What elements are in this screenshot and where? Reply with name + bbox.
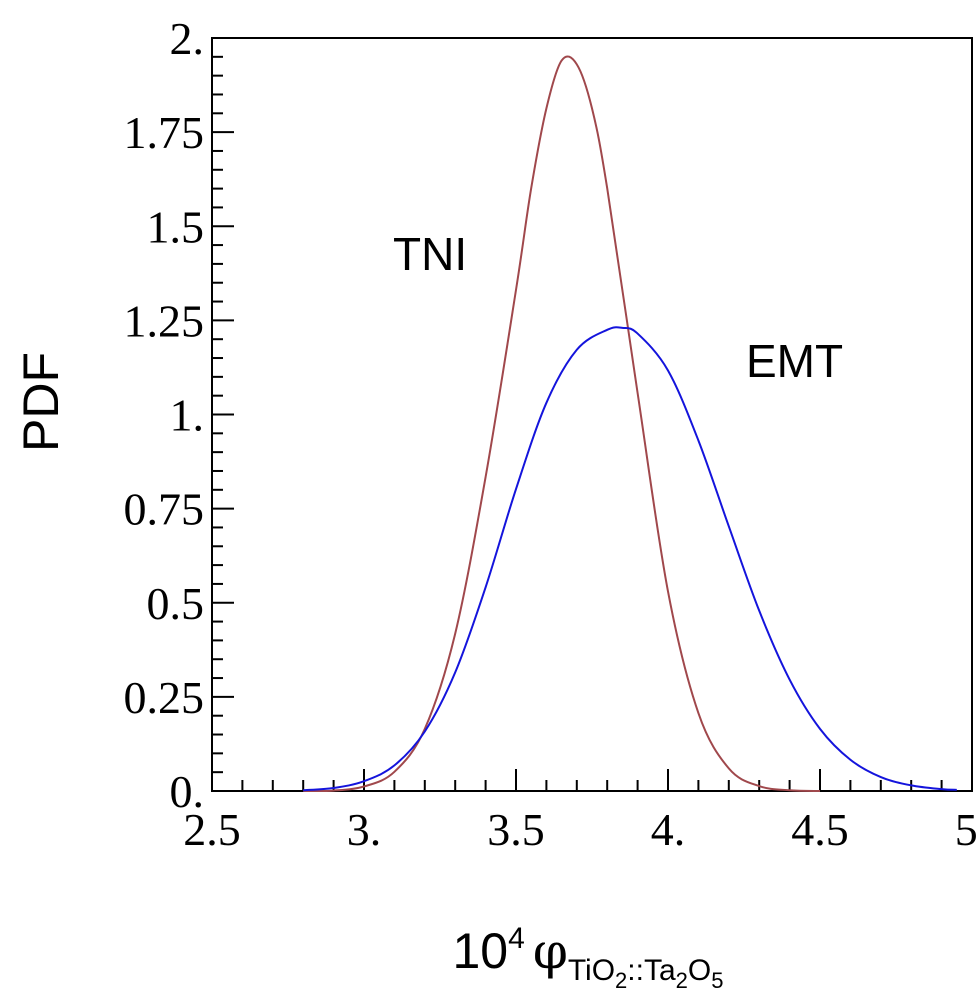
axis-ticks: 2.5 3. 3.5 4. 4.5 5. 0. 0.25 0.5 0.75 1. 1.25 1.5 1.7… <box>124 13 979 855</box>
x-tick-label: 4. <box>651 804 686 855</box>
x-tick-label: 3. <box>347 804 382 855</box>
x-tick-label: 5. <box>955 804 979 855</box>
x-axis-title: 104 φTiO2::Ta2O5 <box>453 922 724 993</box>
x-tick-label: 2.5 <box>183 804 241 855</box>
x-axis-title-symbol: φ <box>533 922 568 980</box>
x-axis-title-sub-0: TiO <box>568 954 615 987</box>
y-tick-label: 0.5 <box>147 578 205 629</box>
x-axis-title-prefix: 10 <box>453 923 509 979</box>
y-tick-label: 1.25 <box>124 295 205 346</box>
x-tick-label: 4.5 <box>791 804 849 855</box>
x-tick-label: 3.5 <box>487 804 545 855</box>
annotation-tni: TNI <box>393 228 467 280</box>
x-axis-title-exponent: 4 <box>508 922 525 955</box>
y-tick-label: 0.75 <box>124 484 205 535</box>
annotation-emt: EMT <box>746 335 843 387</box>
y-tick-label: 1.5 <box>147 201 205 252</box>
y-tick-label: 2. <box>170 13 205 64</box>
x-axis-title-sub-3: 2 <box>676 968 688 993</box>
plot-area <box>211 37 973 792</box>
y-tick-label: 1.75 <box>124 107 205 158</box>
x-axis-title-sub-5: 5 <box>711 968 723 993</box>
y-tick-label: 0.25 <box>124 672 205 723</box>
x-axis-title-sub-4: O <box>688 954 711 987</box>
series-lines <box>303 55 957 793</box>
y-tick-label: 0. <box>170 766 205 817</box>
x-axis-title-sub-2: ::Ta <box>627 954 676 987</box>
y-axis-title: PDF <box>13 352 69 452</box>
series-line-emt <box>303 326 957 792</box>
y-tick-label: 1. <box>170 390 205 441</box>
series-line-tni <box>303 55 821 793</box>
plot-frame <box>211 37 973 792</box>
x-axis-title-sub-1: 2 <box>615 968 627 993</box>
